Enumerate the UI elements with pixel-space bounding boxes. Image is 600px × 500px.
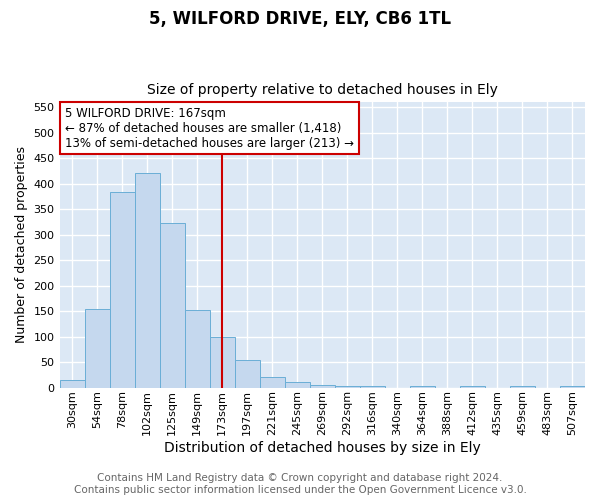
- Bar: [85, 308, 110, 388]
- Bar: [209, 336, 235, 388]
- Text: Contains HM Land Registry data © Crown copyright and database right 2024.
Contai: Contains HM Land Registry data © Crown c…: [74, 474, 526, 495]
- Bar: [110, 192, 134, 388]
- Y-axis label: Number of detached properties: Number of detached properties: [15, 146, 28, 344]
- Text: 5 WILFORD DRIVE: 167sqm
← 87% of detached houses are smaller (1,418)
13% of semi: 5 WILFORD DRIVE: 167sqm ← 87% of detache…: [65, 106, 354, 150]
- Title: Size of property relative to detached houses in Ely: Size of property relative to detached ho…: [147, 83, 498, 97]
- Bar: [235, 360, 260, 388]
- Bar: [410, 386, 435, 388]
- Bar: [335, 386, 360, 388]
- X-axis label: Distribution of detached houses by size in Ely: Distribution of detached houses by size …: [164, 441, 481, 455]
- Bar: [510, 386, 535, 388]
- Bar: [134, 172, 160, 388]
- Bar: [560, 386, 585, 388]
- Bar: [360, 386, 385, 388]
- Bar: [59, 380, 85, 388]
- Bar: [460, 386, 485, 388]
- Bar: [285, 382, 310, 388]
- Bar: [310, 385, 335, 388]
- Bar: [185, 310, 209, 388]
- Bar: [260, 378, 285, 388]
- Text: 5, WILFORD DRIVE, ELY, CB6 1TL: 5, WILFORD DRIVE, ELY, CB6 1TL: [149, 10, 451, 28]
- Bar: [160, 223, 185, 388]
